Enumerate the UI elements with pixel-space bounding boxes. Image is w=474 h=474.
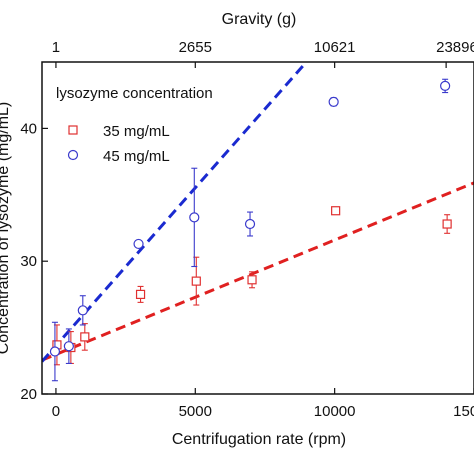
legend-marker-35 <box>68 125 78 135</box>
point-35 <box>247 275 257 285</box>
y-tick-label: 20 <box>20 386 37 403</box>
top-tick-label: 23896 <box>436 39 474 56</box>
point-35 <box>191 276 201 286</box>
point-45 <box>328 96 339 107</box>
point-45 <box>63 341 74 352</box>
legend: lysozyme concentration 35 mg/mL 45 mg/mL <box>56 85 213 165</box>
top-tick-label: 1 <box>52 39 60 56</box>
point-45 <box>440 80 451 92</box>
point-35 <box>331 206 341 216</box>
x-tick-label: 0 <box>52 403 60 420</box>
legend-label-45: 45 mg/mL <box>103 148 170 165</box>
y-axis-title: Concentration of lysozyme (mg/mL) <box>0 102 12 355</box>
legend-label-35: 35 mg/mL <box>103 123 170 140</box>
y-tick-label: 30 <box>20 253 37 270</box>
point-45 <box>49 346 61 357</box>
axis-ticks: 0 5000 10000 15000 20 30 40 <box>20 120 474 420</box>
top-tick-label: 2655 <box>179 39 212 56</box>
fit-lines <box>42 62 474 363</box>
top-axis-ticks: 1 2655 10621 23896 <box>52 39 474 68</box>
legend-marker-45 <box>67 149 79 161</box>
x-axis-title: Centrifugation rate (rpm) <box>172 431 346 448</box>
legend-title: lysozyme concentration <box>56 85 213 102</box>
x-tick-label: 15000 <box>453 403 474 420</box>
point-45 <box>133 238 144 250</box>
fit-line-45 <box>42 62 309 363</box>
top-tick-label: 10621 <box>314 39 356 56</box>
x-tick-label: 5000 <box>179 403 212 420</box>
point-45 <box>77 305 88 316</box>
point-45 <box>189 212 200 223</box>
point-45 <box>244 218 256 230</box>
fit-line-35 <box>42 181 474 362</box>
top-axis-title: Gravity (g) <box>222 11 297 28</box>
x-tick-label: 10000 <box>314 403 356 420</box>
data-points <box>49 78 452 382</box>
point-35 <box>135 289 146 299</box>
point-35 <box>80 332 90 342</box>
plot-frame <box>41 61 474 395</box>
y-tick-label: 40 <box>20 120 37 137</box>
point-35 <box>442 219 452 229</box>
